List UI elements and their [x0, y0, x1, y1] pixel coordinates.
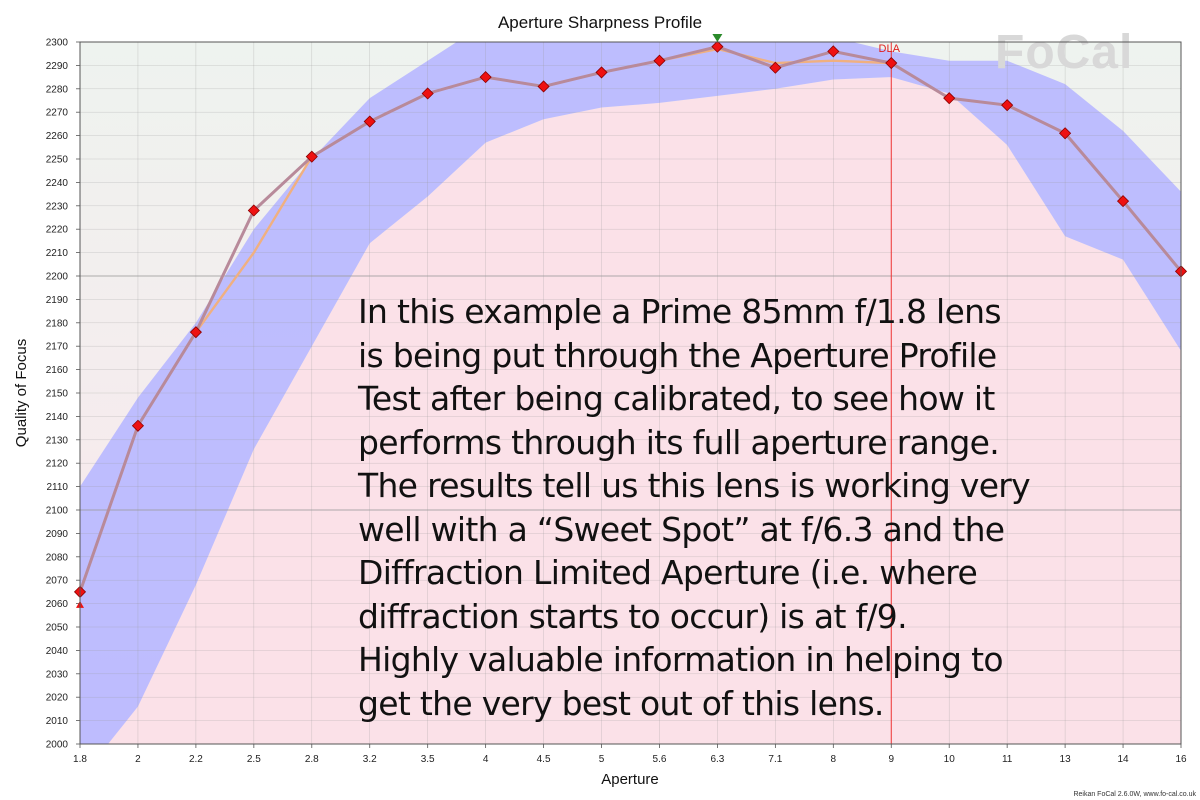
data-point	[885, 56, 898, 70]
y-tick-label: 2060	[46, 599, 69, 610]
y-tick-label: 2090	[46, 529, 69, 540]
y-tick-label: 2260	[46, 131, 69, 142]
series-lines	[80, 45, 1181, 593]
logo-text: FoCal	[995, 26, 1133, 79]
x-tick-label: 2	[135, 754, 141, 765]
y-tick-label: 2220	[46, 225, 69, 236]
dla-label: DLA	[879, 43, 901, 55]
chart-title: Aperture Sharpness Profile	[498, 13, 702, 32]
plot-border	[79, 41, 1182, 745]
y-tick-label: 2040	[46, 646, 69, 657]
x-tick-label: 11	[1002, 754, 1013, 765]
data-point	[595, 66, 608, 79]
x-tick-label: 3.5	[421, 754, 435, 765]
data-point	[827, 45, 840, 58]
annotation-text: In this example a Prime 85mm f/1.8 lens …	[358, 292, 1031, 723]
x-axis: 1.8 2 2.2 2.5 2.8 3.2 3.5 4 4.5 5 5.6 6.3 7.1 8 9 10 11 1…	[73, 744, 1187, 765]
y-tick-label: 2180	[46, 318, 69, 329]
x-tick-label: 8	[831, 754, 837, 765]
y-tick-label: 2030	[46, 669, 69, 680]
band-fill	[80, 42, 1181, 744]
x-tick-label: 5	[599, 754, 605, 765]
y-tick-label: 2000	[46, 740, 69, 751]
data-point	[131, 419, 145, 432]
x-tick-label: 13	[1060, 754, 1072, 765]
x-tick-label: 3.2	[363, 754, 377, 765]
y-tick-label: 2230	[46, 201, 69, 212]
x-tick-label: 9	[888, 754, 894, 765]
y-axis: 2000 2010 2020 2030 2040 2050 2060 2070 2080 2090…	[46, 38, 80, 751]
y-tick-label: 2010	[46, 716, 69, 727]
data-point	[653, 54, 666, 67]
y-tick-label: 2270	[46, 108, 69, 119]
x-tick-label: 6.3	[710, 754, 724, 765]
footer-credit: Reikan FoCal 2.6.0W, www.fo-cal.co.uk	[1073, 791, 1196, 798]
lower-region-fill	[80, 77, 1181, 744]
data-point	[479, 71, 492, 84]
confidence-band	[80, 42, 1181, 744]
y-tick-label: 2080	[46, 552, 69, 563]
y-tick-label: 2140	[46, 412, 69, 423]
data-markers	[73, 40, 1188, 598]
x-tick-label: 10	[944, 754, 956, 765]
y-tick-label: 2070	[46, 576, 69, 587]
data-point	[189, 326, 202, 339]
data-point	[363, 115, 376, 128]
data-point	[305, 150, 318, 163]
data-point	[1059, 127, 1072, 140]
x-tick-label: 4.5	[537, 754, 551, 765]
series-line	[80, 45, 1181, 593]
y-tick-label: 2150	[46, 389, 69, 400]
lower-region	[80, 77, 1181, 744]
y-tick-label: 2290	[46, 61, 69, 72]
data-point	[537, 80, 550, 93]
y-tick-label: 2020	[46, 693, 69, 704]
y-tick-label: 2100	[46, 506, 69, 517]
y-tick-label: 2190	[46, 295, 69, 306]
y-tick-label: 2280	[46, 84, 69, 95]
x-axis-title: Aperture	[601, 771, 659, 788]
y-tick-label: 2120	[46, 459, 69, 470]
x-tick-label: 2.2	[189, 754, 203, 765]
x-tick-label: 2.5	[247, 754, 261, 765]
x-tick-label: 14	[1117, 754, 1129, 765]
x-tick-label: 5.6	[653, 754, 667, 765]
y-tick-label: 2200	[46, 272, 69, 283]
focal-logo: FoCal	[995, 26, 1133, 79]
data-point	[1001, 99, 1014, 112]
x-tick-label: 2.8	[305, 754, 319, 765]
y-tick-label: 2300	[46, 38, 69, 49]
data-point	[769, 61, 782, 74]
x-tick-label: 1.8	[73, 754, 87, 765]
data-point	[1116, 195, 1130, 208]
x-tick-label: 7.1	[768, 754, 782, 765]
data-point	[943, 92, 956, 105]
y-tick-label: 2250	[46, 155, 69, 166]
data-point	[421, 87, 434, 100]
data-point	[247, 204, 260, 217]
data-point	[711, 40, 724, 53]
y-tick-label: 2160	[46, 365, 69, 376]
y-tick-label: 2130	[46, 435, 69, 446]
y-tick-label: 2050	[46, 623, 69, 634]
x-tick-label: 4	[483, 754, 489, 765]
x-tick-label: 16	[1175, 754, 1187, 765]
y-tick-label: 2170	[46, 342, 69, 353]
y-tick-label: 2210	[46, 248, 69, 259]
y-axis-title: Quality of Focus	[13, 339, 30, 447]
y-tick-label: 2240	[46, 178, 69, 189]
y-tick-label: 2110	[46, 482, 68, 493]
sweet-spot-marker	[712, 34, 723, 42]
